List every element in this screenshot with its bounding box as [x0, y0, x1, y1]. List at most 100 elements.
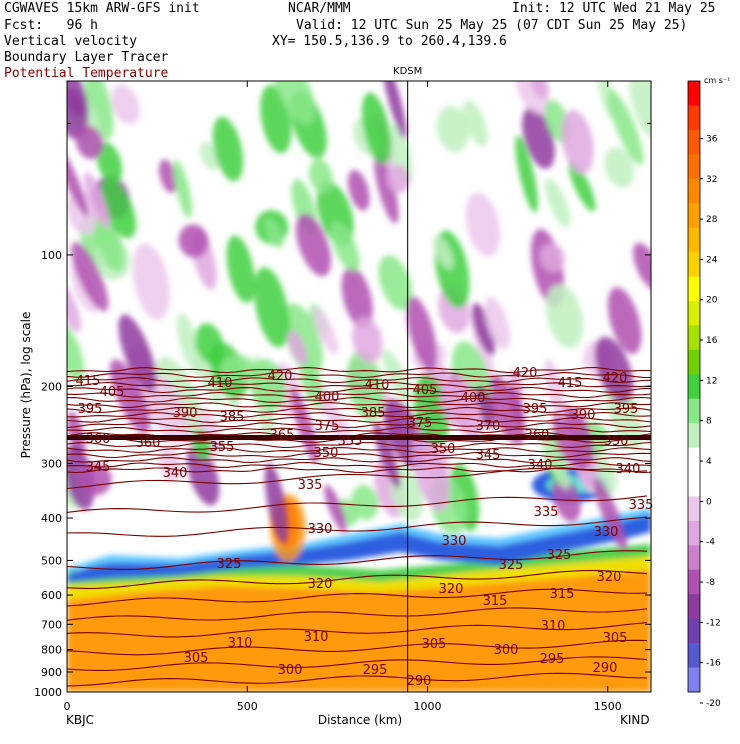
header-line2-left: Fcst: 96 h — [4, 18, 98, 33]
x-left-endpoint: KBJC — [66, 713, 94, 727]
wave-blob — [67, 318, 85, 382]
tropopause-contour-band — [67, 435, 651, 440]
axes: 0 500 1000 1500 100 200 300 400 500 600 700 800 900 1… — [34, 81, 651, 713]
colorbar-units: cm s⁻¹ — [704, 76, 730, 85]
header-line1-left: CGWAVES 15km ARW-GFS init — [4, 1, 200, 16]
theta-contour-label: 320 — [308, 577, 333, 592]
y-tick-label: 900 — [41, 666, 62, 679]
header-line5-left: Potential Temperature — [4, 66, 169, 81]
wave-blob — [71, 241, 109, 312]
theta-contour-label: 325 — [499, 558, 524, 573]
wave-blob — [178, 224, 209, 258]
theta-contour-line — [67, 447, 651, 453]
colorbar-label: -4 — [706, 538, 715, 548]
wave-blob — [330, 221, 360, 272]
theta-contour-label: 325 — [217, 557, 242, 572]
wave-blob — [561, 109, 594, 174]
wave-blob — [351, 484, 379, 520]
wave-blob — [607, 287, 642, 355]
theta-contour-label: 355 — [210, 440, 235, 455]
wave-blob — [95, 215, 125, 272]
theta-contour-label: 350 — [604, 434, 629, 449]
theta-contour-label: 370 — [476, 419, 501, 434]
wave-blob — [249, 358, 287, 411]
theta-contour-line — [67, 672, 648, 687]
colorbar-label: 16 — [706, 336, 718, 346]
colorbar-swatch — [688, 643, 700, 669]
theta-contour-line — [67, 607, 648, 621]
theta-contour-label: 410 — [208, 376, 233, 391]
wave-blob — [254, 267, 290, 348]
colorbar-swatch — [688, 545, 700, 571]
wave-blob — [545, 284, 584, 349]
x-tick-label: 500 — [237, 700, 258, 713]
theta-contour-label: 340 — [528, 458, 553, 473]
wave-blob — [96, 141, 123, 184]
colorbar-swatch — [688, 496, 700, 522]
colorbar-swatch — [688, 618, 700, 644]
wave-blob — [341, 266, 373, 329]
theta-contour-label: 325 — [547, 548, 572, 563]
colorbar-label: 0 — [706, 497, 712, 507]
theta-contour-label: 410 — [365, 378, 390, 393]
wave-blob — [346, 351, 384, 422]
colorbar-swatch — [688, 423, 700, 449]
colorbar-swatch — [688, 178, 700, 204]
theta-contour-line — [67, 391, 651, 399]
y-tick-label: 300 — [41, 457, 62, 470]
y-tick-label: 600 — [41, 589, 62, 602]
y-tick-label: 700 — [41, 618, 62, 631]
wave-blob — [67, 142, 89, 217]
wave-blob — [374, 152, 399, 224]
wave-blob — [629, 81, 651, 140]
y-tick-label: 1000 — [34, 686, 62, 699]
colorbar-swatch — [688, 227, 700, 253]
theta-contour-label: 415 — [76, 374, 101, 389]
wave-blob — [226, 235, 256, 303]
theta-contour-label: 330 — [308, 522, 333, 537]
theta-contours — [67, 366, 651, 687]
theta-contour-label: 295 — [363, 663, 388, 678]
theta-contour-label: 375 — [408, 416, 433, 431]
theta-contour-label: 320 — [597, 570, 622, 585]
vertical-velocity-field — [67, 81, 651, 692]
theta-contour-label: 420 — [268, 369, 293, 384]
colorbar-swatch — [688, 447, 700, 473]
colorbar-swatch — [688, 594, 700, 620]
theta-contour-label: 345 — [476, 448, 501, 463]
wave-blob — [118, 314, 157, 393]
theta-contour-line — [67, 381, 651, 389]
wave-blob — [539, 243, 565, 272]
wave-blob — [515, 135, 538, 213]
x-tick-label: 1000 — [413, 700, 441, 713]
wave-blob — [313, 307, 339, 355]
wave-blob — [84, 81, 114, 140]
colorbar-label: 24 — [706, 255, 718, 265]
colorbar-swatch — [688, 252, 700, 278]
theta-contour-label: 305 — [603, 631, 628, 646]
theta-contour-label: 335 — [629, 498, 654, 513]
colorbar-swatch — [688, 569, 700, 595]
theta-contour-label: 360 — [136, 436, 161, 451]
theta-contour-line — [67, 371, 651, 379]
theta-contour-label: 340 — [616, 462, 641, 477]
colorbar-label: -12 — [706, 618, 721, 628]
theta-contour-label: 360 — [525, 428, 550, 443]
wave-blob — [100, 178, 137, 239]
wave-blob — [295, 213, 332, 277]
wave-blob — [173, 159, 193, 219]
theta-contour-label: 385 — [361, 406, 386, 421]
colorbar-swatch — [688, 300, 700, 326]
wave-blob — [347, 169, 370, 211]
theta-contour-label: 390 — [173, 406, 198, 421]
theta-contour-line — [67, 422, 651, 429]
boundary-green-band — [67, 544, 651, 585]
colorbar-swatch — [688, 398, 700, 424]
theta-contour-line — [67, 461, 651, 468]
colorbar-frame — [687, 80, 701, 693]
wave-blob — [465, 192, 501, 257]
wave-blob — [471, 302, 496, 356]
theta-contour-label: 345 — [86, 460, 111, 475]
